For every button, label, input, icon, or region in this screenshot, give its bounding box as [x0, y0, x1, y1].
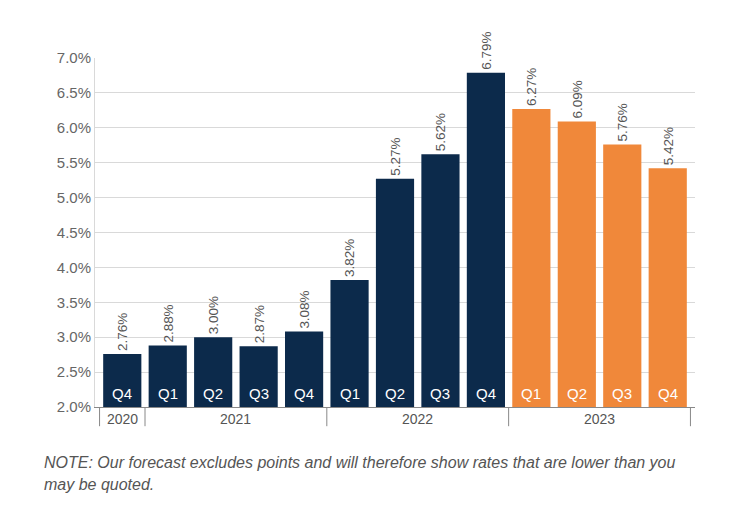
svg-text:2.0%: 2.0% [57, 398, 91, 415]
svg-text:5.62%: 5.62% [433, 113, 448, 151]
svg-text:Q4: Q4 [658, 385, 678, 402]
svg-text:5.0%: 5.0% [57, 189, 91, 206]
svg-text:3.0%: 3.0% [57, 328, 91, 345]
svg-text:Q2: Q2 [203, 385, 223, 402]
svg-text:2023: 2023 [584, 411, 615, 427]
svg-text:6.0%: 6.0% [57, 119, 91, 136]
svg-text:Q3: Q3 [249, 385, 269, 402]
svg-text:Q4: Q4 [476, 385, 496, 402]
svg-text:3.00%: 3.00% [206, 296, 221, 334]
svg-text:3.5%: 3.5% [57, 294, 91, 311]
svg-text:2.5%: 2.5% [57, 363, 91, 380]
svg-text:Q1: Q1 [521, 385, 541, 402]
svg-text:2.88%: 2.88% [161, 304, 176, 342]
svg-text:2022: 2022 [402, 411, 433, 427]
svg-text:Q2: Q2 [385, 385, 405, 402]
svg-text:Q3: Q3 [612, 385, 632, 402]
svg-text:Q1: Q1 [158, 385, 178, 402]
svg-text:5.76%: 5.76% [615, 103, 630, 141]
svg-text:Q1: Q1 [340, 385, 360, 402]
svg-text:5.42%: 5.42% [661, 127, 676, 165]
svg-text:2020: 2020 [107, 411, 138, 427]
svg-text:6.09%: 6.09% [570, 80, 585, 118]
svg-text:Q4: Q4 [294, 385, 314, 402]
svg-text:Q3: Q3 [430, 385, 450, 402]
svg-text:4.5%: 4.5% [57, 224, 91, 241]
svg-text:2.76%: 2.76% [115, 313, 130, 351]
svg-text:7.0%: 7.0% [57, 49, 91, 66]
svg-text:Q4: Q4 [112, 385, 132, 402]
html-text:NOTE: Our forecast excludes po: NOTE: Our forecast excludes points and w… [44, 454, 676, 493]
svg-text:3.82%: 3.82% [342, 239, 357, 277]
svg-text:5.5%: 5.5% [57, 154, 91, 171]
svg-text:6.79%: 6.79% [479, 31, 494, 69]
svg-text:6.5%: 6.5% [57, 84, 91, 101]
svg-text:6.27%: 6.27% [524, 68, 539, 106]
svg-text:4.0%: 4.0% [57, 259, 91, 276]
svg-text:5.27%: 5.27% [388, 138, 403, 176]
svg-text:2021: 2021 [220, 411, 251, 427]
svg-text:Q2: Q2 [567, 385, 587, 402]
svg-text:3.08%: 3.08% [297, 290, 312, 328]
svg-text:2.87%: 2.87% [252, 305, 267, 343]
